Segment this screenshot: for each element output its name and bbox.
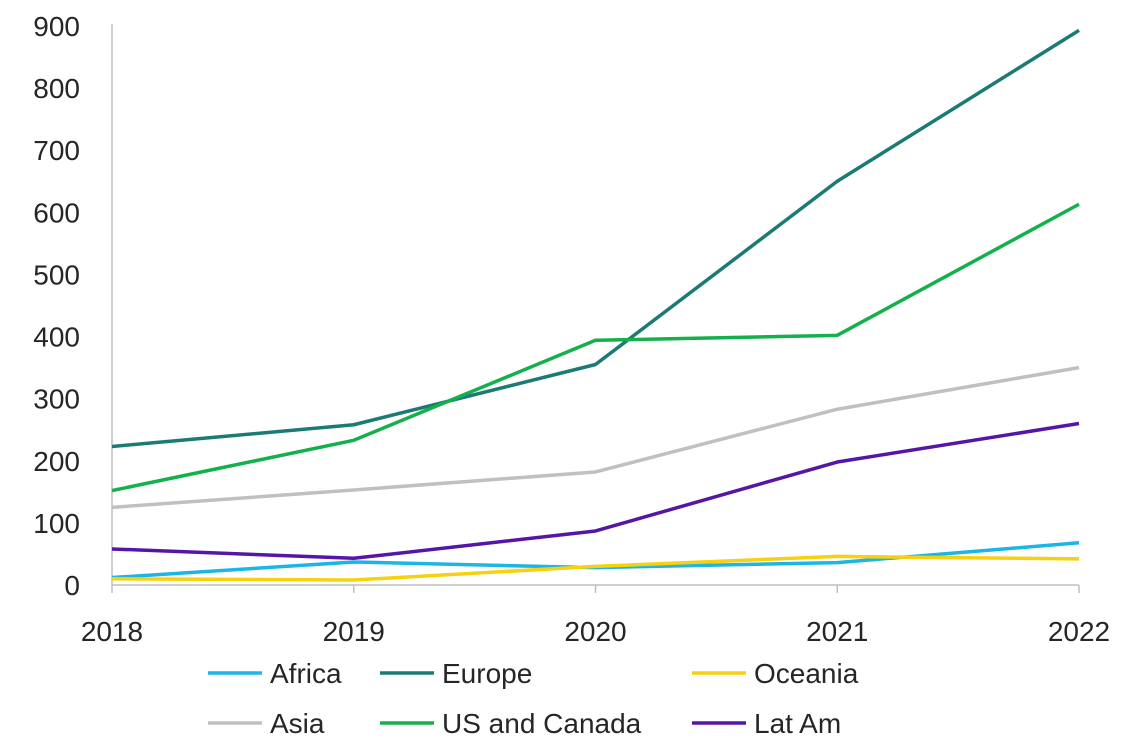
legend-label: Oceania bbox=[754, 658, 859, 689]
legend-item-europe: Europe bbox=[380, 658, 532, 689]
y-tick-label: 800 bbox=[33, 73, 80, 104]
y-tick-label: 0 bbox=[64, 570, 80, 601]
series-lines bbox=[111, 28, 1080, 582]
y-tick-label: 900 bbox=[33, 11, 80, 42]
x-tick-label: 2022 bbox=[1048, 616, 1110, 647]
x-tick-labels: 2018 2019 2020 2021 2022 bbox=[81, 585, 1110, 647]
y-tick-label: 300 bbox=[33, 384, 80, 415]
legend-label: US and Canada bbox=[442, 708, 642, 739]
series-line-asia bbox=[111, 365, 1080, 510]
legend-item-lat-am: Lat Am bbox=[692, 708, 841, 739]
legend-item-us-and-canada: US and Canada bbox=[380, 708, 642, 739]
legend-item-africa: Africa bbox=[208, 658, 342, 689]
legend-label: Lat Am bbox=[754, 708, 841, 739]
legend-label: Europe bbox=[442, 658, 532, 689]
x-tick-label: 2018 bbox=[81, 616, 143, 647]
y-tick-label: 500 bbox=[33, 259, 80, 290]
y-tick-label: 600 bbox=[33, 197, 80, 228]
legend-label: Asia bbox=[270, 708, 325, 739]
legend-item-oceania: Oceania bbox=[692, 658, 859, 689]
series-line-oceania bbox=[111, 554, 1080, 582]
series-line-africa bbox=[111, 541, 1080, 580]
x-tick-label: 2020 bbox=[564, 616, 626, 647]
y-tick-labels: 0 100 200 300 400 500 600 700 800 900 bbox=[33, 11, 80, 601]
y-tick-label: 700 bbox=[33, 135, 80, 166]
y-tick-label: 200 bbox=[33, 446, 80, 477]
x-tick-label: 2021 bbox=[806, 616, 868, 647]
series-line-us-and-canada bbox=[111, 202, 1080, 493]
y-tick-label: 100 bbox=[33, 508, 80, 539]
legend: Africa Europe Oceania Asia US and Canada Lat … bbox=[208, 658, 859, 739]
legend-item-asia: Asia bbox=[208, 708, 325, 739]
y-tick-label: 400 bbox=[33, 322, 80, 353]
series-line-europe bbox=[111, 28, 1080, 449]
x-tick-label: 2019 bbox=[323, 616, 385, 647]
legend-label: Africa bbox=[270, 658, 342, 689]
axes bbox=[111, 24, 1079, 586]
series-line-lat-am bbox=[111, 421, 1080, 561]
